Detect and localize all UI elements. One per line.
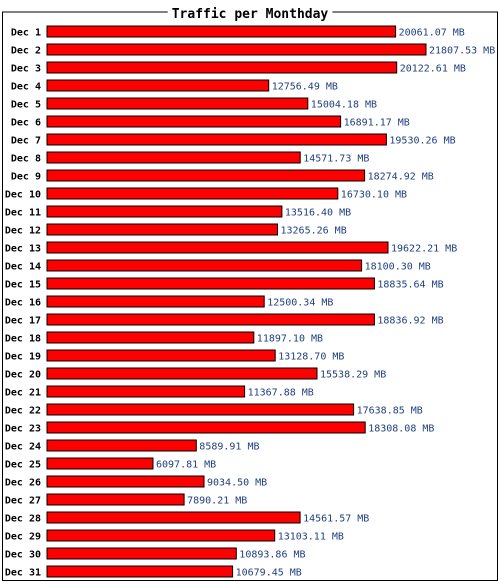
bar [46,133,387,146]
bar [46,187,339,200]
bar [46,277,375,290]
value-label: 19530.26 MB [389,136,455,147]
category-label: Dec 25 [5,460,41,471]
value-label: 15538.29 MB [320,370,386,381]
bar [46,403,355,416]
bar [46,223,278,236]
value-label: 13128.70 MB [278,352,344,363]
bar [46,25,397,38]
category-label: Dec 3 [11,64,41,75]
bar [46,241,389,254]
value-label: 7890.21 MB [187,496,247,507]
category-label: Dec 27 [5,496,41,507]
value-label: 14561.57 MB [303,514,369,525]
value-label: 9034.50 MB [207,478,267,489]
value-label: 16891.17 MB [344,118,410,129]
category-label: Dec 20 [5,370,41,381]
category-label: Dec 24 [5,442,41,453]
value-label: 13516.40 MB [285,208,351,219]
bar [46,511,301,524]
bar [46,475,205,488]
value-label: 6097.81 MB [156,460,216,471]
category-label: Dec 4 [11,82,41,93]
category-label: Dec 6 [11,118,41,129]
category-label: Dec 30 [5,550,41,561]
category-label: Dec 5 [11,100,41,111]
value-label: 18100.30 MB [365,262,431,273]
category-label: Dec 1 [11,28,41,39]
value-label: 15004.18 MB [311,100,377,111]
category-label: Dec 14 [5,262,41,273]
category-label: Dec 29 [5,532,41,543]
value-label: 17638.85 MB [357,406,423,417]
value-label: 13103.11 MB [278,532,344,543]
value-label: 18308.08 MB [368,424,434,435]
bar [46,151,301,164]
category-label: Dec 17 [5,316,41,327]
bar [46,529,276,542]
value-label: 20122.61 MB [400,64,466,75]
category-label: Dec 13 [5,244,41,255]
value-label: 18835.64 MB [377,280,443,291]
bar [46,115,342,128]
bar [46,349,276,362]
category-label: Dec 9 [11,172,41,183]
category-label: Dec 12 [5,226,41,237]
category-label: Dec 15 [5,280,41,291]
category-label: Dec 8 [11,154,41,165]
value-label: 18836.92 MB [377,316,443,327]
value-label: 13265.26 MB [281,226,347,237]
value-label: 8589.91 MB [199,442,259,453]
value-label: 21807.53 MB [429,46,495,57]
bar [46,421,366,434]
bars-group: Dec 1 20061.07 MB Dec 2 21807.53 MB Dec 3 201… [5,25,495,579]
category-label: Dec 23 [5,424,41,435]
bar [46,385,246,398]
value-label: 18274.92 MB [368,172,434,183]
bar [46,97,309,110]
category-label: Dec 2 [11,46,41,57]
category-label: Dec 10 [5,190,41,201]
category-label: Dec 31 [5,568,41,579]
value-label: 19622.21 MB [391,244,457,255]
value-label: 12500.34 MB [267,298,333,309]
category-label: Dec 16 [5,298,41,309]
category-label: Dec 18 [5,334,41,345]
bar [46,61,398,74]
value-label: 10893.86 MB [239,550,305,561]
category-label: Dec 22 [5,406,41,417]
category-label: Dec 28 [5,514,41,525]
bar [46,493,185,506]
bar [46,439,197,452]
bar [46,547,237,560]
category-label: Dec 21 [5,388,41,399]
value-label: 11897.10 MB [257,334,323,345]
bar [46,295,265,308]
category-label: Dec 19 [5,352,41,363]
bar [46,79,270,92]
value-label: 10679.45 MB [236,568,302,579]
bar [46,565,234,578]
bar [46,43,427,56]
value-label: 12756.49 MB [272,82,338,93]
bar [46,169,366,182]
bar [46,259,363,272]
chart-title: Traffic per Monthday [172,7,329,22]
bar [46,313,375,326]
bar [46,205,283,218]
category-label: Dec 11 [5,208,41,219]
category-label: Dec 7 [11,136,41,147]
value-label: 20061.07 MB [399,28,465,39]
value-label: 16730.10 MB [341,190,407,201]
value-label: 11367.88 MB [248,388,314,399]
chart-frame [2,11,498,581]
bar [46,367,318,380]
bar [46,331,255,344]
category-label: Dec 26 [5,478,41,489]
value-label: 14571.73 MB [303,154,369,165]
bar [46,457,154,470]
